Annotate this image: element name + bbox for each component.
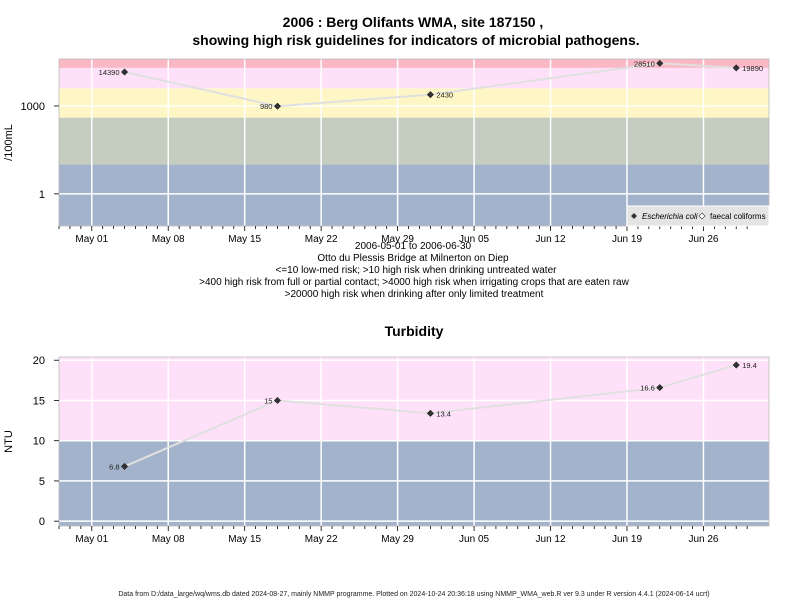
risk-band-3 bbox=[59, 67, 769, 89]
x-tick-label: May 15 bbox=[228, 234, 261, 245]
y-tick-label: 0 bbox=[39, 516, 45, 528]
data-point bbox=[656, 59, 664, 67]
note-date-range: 2006-05-01 to 2006-06-30 bbox=[355, 241, 472, 252]
chart-title-line1: 2006 : Berg Olifants WMA, site 187150 , bbox=[283, 14, 544, 30]
x-tick-label: Jun 05 bbox=[459, 234, 489, 245]
x-tick-label: Jun 19 bbox=[612, 534, 642, 545]
data-point bbox=[120, 462, 129, 471]
y-tick-label: 1 bbox=[39, 189, 45, 201]
x-tick-label: Jun 12 bbox=[536, 534, 566, 545]
data-label: 19.4 bbox=[742, 361, 757, 370]
x-tick-label: Jun 12 bbox=[536, 234, 566, 245]
data-point bbox=[426, 409, 434, 417]
data-point bbox=[273, 102, 282, 110]
y-axis-label: NTU bbox=[3, 430, 15, 453]
data-point bbox=[120, 68, 129, 76]
data-point bbox=[656, 384, 664, 392]
legend-marker-ecoli bbox=[631, 213, 637, 219]
risk-band-1 bbox=[59, 357, 769, 441]
x-tick-label: May 29 bbox=[381, 534, 414, 545]
data-point bbox=[273, 396, 282, 405]
risk-band-2 bbox=[59, 88, 769, 118]
x-tick-label: Jun 19 bbox=[612, 234, 642, 245]
data-point bbox=[426, 91, 434, 99]
data-label: 6.8 bbox=[109, 462, 119, 471]
y-tick-label: 10 bbox=[33, 436, 45, 448]
note-site: Otto du Plessis Bridge at Milnerton on D… bbox=[317, 253, 509, 264]
x-tick-label: Jun 05 bbox=[459, 534, 489, 545]
x-tick-label: May 08 bbox=[152, 234, 185, 245]
risk-band-4 bbox=[59, 59, 769, 68]
y-tick-label: 5 bbox=[39, 476, 45, 488]
note-guideline-1: <=10 low-med risk; >10 high risk when dr… bbox=[276, 265, 558, 276]
x-tick-label: May 22 bbox=[305, 534, 338, 545]
ecoli-panel: May 01 May 08 May 15 May 22 May 29 Jun 05 Jun … bbox=[3, 58, 770, 245]
legend-marker-faecal bbox=[698, 212, 706, 220]
x-tick-label: May 29 bbox=[381, 234, 414, 245]
risk-band-0 bbox=[59, 440, 769, 526]
data-label: 19890 bbox=[742, 64, 763, 73]
x-tick-label: May 08 bbox=[152, 534, 185, 545]
legend-box bbox=[626, 205, 770, 227]
data-label: 2430 bbox=[436, 91, 453, 100]
data-label: 16.6 bbox=[640, 384, 655, 393]
y-tick-label: 15 bbox=[33, 395, 45, 407]
footer-source-note: Data from D:/data_large/wq/wms.db dated … bbox=[118, 591, 709, 598]
data-label: 13.4 bbox=[436, 409, 451, 418]
turbidity-title: Turbidity bbox=[385, 323, 444, 339]
data-point bbox=[732, 361, 740, 369]
guideline-notes: 2006-05-01 to 2006-06-30 Otto du Plessis… bbox=[199, 241, 629, 300]
y-axis-label: /100mL bbox=[3, 124, 15, 161]
y-tick-label: 20 bbox=[33, 355, 45, 367]
plot-frame bbox=[58, 356, 770, 527]
plot-frame bbox=[58, 58, 770, 227]
chart-title-line2: showing high risk guidelines for indicat… bbox=[192, 32, 639, 48]
x-tick-label: May 22 bbox=[305, 234, 338, 245]
x-tick-label: May 01 bbox=[75, 534, 108, 545]
x-tick-label: Jun 26 bbox=[688, 534, 718, 545]
note-guideline-3: >20000 high risk when drinking after onl… bbox=[285, 289, 544, 300]
data-label: 980 bbox=[260, 102, 273, 111]
risk-band-1 bbox=[59, 117, 769, 165]
data-label: 15 bbox=[264, 396, 272, 405]
x-tick-label: May 15 bbox=[228, 534, 261, 545]
data-label: 28510 bbox=[634, 59, 655, 68]
note-guideline-2: >400 high risk from full or partial cont… bbox=[199, 277, 629, 288]
y-tick-label: 1000 bbox=[21, 101, 45, 113]
x-tick-label: Jun 26 bbox=[688, 234, 718, 245]
data-point bbox=[732, 64, 740, 72]
legend-label-ecoli: Escherichia coli bbox=[642, 212, 698, 221]
legend-label-faecal: faecal coliforms bbox=[710, 212, 766, 221]
turbidity-panel: May 01 May 08 May 15 May 22 May 29 Jun 05 Jun … bbox=[3, 355, 770, 545]
data-label: 14390 bbox=[99, 68, 120, 77]
x-tick-label: May 01 bbox=[75, 234, 108, 245]
